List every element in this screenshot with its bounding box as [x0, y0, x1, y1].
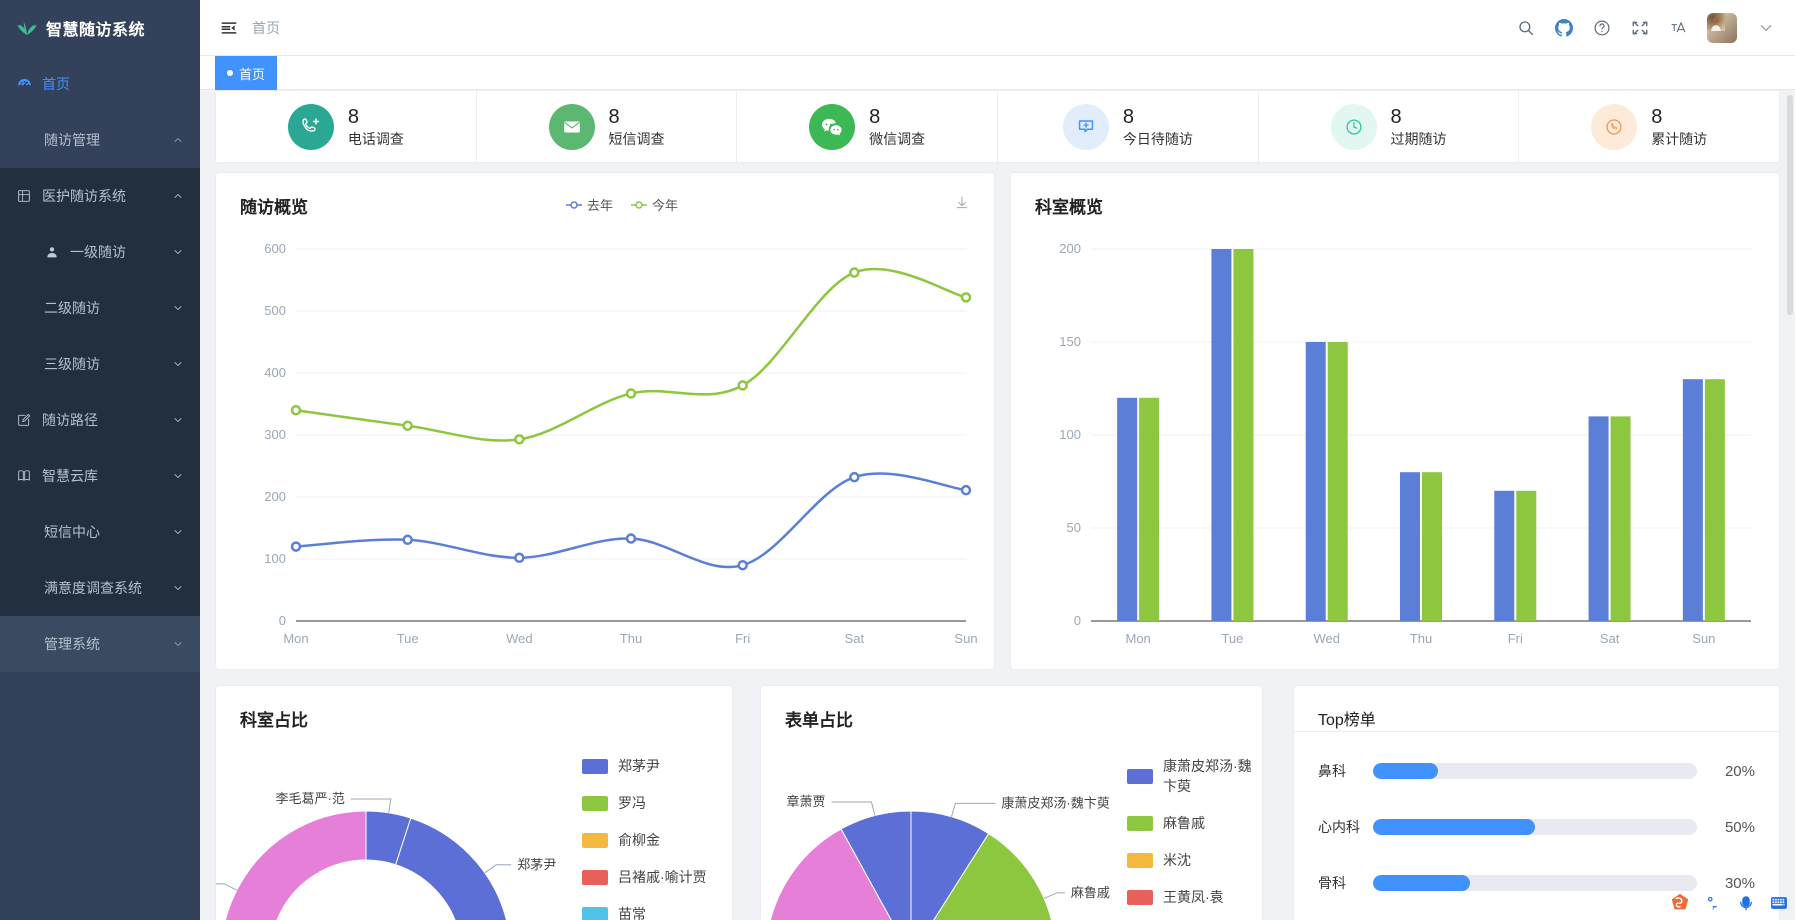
svg-text:Sun: Sun [1692, 631, 1715, 646]
svg-text:Tue: Tue [1221, 631, 1243, 646]
svg-text:Fri: Fri [1508, 631, 1523, 646]
svg-text:Mon: Mon [1125, 631, 1150, 646]
svg-text:李毛葛严·范: 李毛葛严·范 [276, 791, 345, 806]
svg-text:Tue: Tue [397, 631, 419, 646]
svg-text:100: 100 [1059, 427, 1081, 442]
svg-text:400: 400 [264, 365, 286, 380]
svg-text:Wed: Wed [506, 631, 533, 646]
svg-text:Fri: Fri [735, 631, 750, 646]
svg-text:200: 200 [264, 489, 286, 504]
svg-text:Sat: Sat [845, 631, 865, 646]
svg-text:150: 150 [1059, 334, 1081, 349]
svg-text:Thu: Thu [1410, 631, 1432, 646]
svg-text:200: 200 [1059, 241, 1081, 256]
svg-text:300: 300 [264, 427, 286, 442]
svg-text:50: 50 [1067, 520, 1081, 535]
svg-text:Mon: Mon [283, 631, 308, 646]
svg-text:郑茅尹: 郑茅尹 [517, 857, 556, 872]
svg-text:Thu: Thu [620, 631, 642, 646]
svg-text:0: 0 [279, 613, 286, 628]
svg-text:Sun: Sun [954, 631, 977, 646]
svg-text:100: 100 [264, 551, 286, 566]
svg-text:,: , [1712, 900, 1715, 911]
svg-text:500: 500 [264, 303, 286, 318]
svg-text:600: 600 [264, 241, 286, 256]
svg-text:0: 0 [1074, 613, 1081, 628]
svg-text:Wed: Wed [1313, 631, 1340, 646]
svg-text:麻鲁戚: 麻鲁戚 [1071, 885, 1110, 900]
svg-text:康萧皮郑汤·魏卞萸: 康萧皮郑汤·魏卞萸 [1001, 795, 1109, 810]
svg-text:Sat: Sat [1600, 631, 1620, 646]
svg-text:章萧贾: 章萧贾 [786, 794, 825, 809]
